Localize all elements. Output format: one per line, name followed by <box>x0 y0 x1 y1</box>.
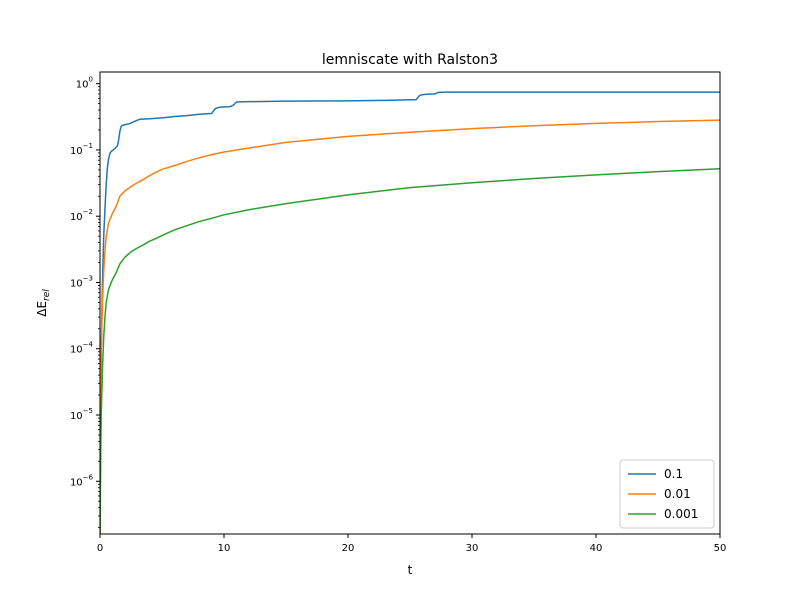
legend: 0.1 0.01 0.001 <box>619 459 715 529</box>
y-tick-label: 10−2 <box>70 208 93 223</box>
y-axis-label: ΔErel <box>35 289 52 317</box>
x-tick-label: 10 <box>218 543 231 554</box>
legend-label: 0.01 <box>664 487 691 501</box>
y-tick-label: 10−1 <box>70 142 93 157</box>
y-tick-exponent: −2 <box>83 208 93 216</box>
y-tick-base: 10 <box>70 212 83 223</box>
y-tick-base: 10 <box>70 411 83 422</box>
y-tick-label: 100 <box>76 76 93 91</box>
y-tick-base: 10 <box>70 278 83 289</box>
series-layer <box>100 91 720 534</box>
legend-label: 0.001 <box>664 507 698 521</box>
plot-frame <box>99 71 721 535</box>
y-tick-base: 10 <box>70 477 83 488</box>
legend-box <box>619 459 715 529</box>
x-axis-label: t <box>408 563 413 577</box>
y-tick-label: 10−3 <box>70 274 93 289</box>
y-axis-label-main: ΔE <box>35 301 49 317</box>
y-axis-label-sub: rel <box>42 289 52 301</box>
x-tick-label: 20 <box>342 543 355 554</box>
x-tick-label: 50 <box>714 543 727 554</box>
y-tick-exponent: −4 <box>83 341 94 349</box>
series-line-0.1 <box>100 91 720 534</box>
y-tick-exponent: −3 <box>83 274 93 282</box>
x-tick-label: 40 <box>590 543 603 554</box>
y-tick-label: 10−6 <box>70 473 94 488</box>
y-tick-label: 10−5 <box>70 407 93 422</box>
y-tick-base: 10 <box>76 80 89 91</box>
y-tick-base: 10 <box>70 146 83 157</box>
x-tick-label: 30 <box>466 543 479 554</box>
y-tick-exponent: −6 <box>83 473 94 481</box>
y-tick-label: 10−4 <box>70 341 94 356</box>
y-tick-exponent: −5 <box>83 407 93 415</box>
chart-title: lemniscate with Ralston3 <box>322 52 498 68</box>
y-tick-exponent: 0 <box>89 76 93 84</box>
y-tick-exponent: −1 <box>83 142 93 150</box>
x-tick-label: 0 <box>97 543 103 554</box>
series-line-0.001 <box>100 168 720 534</box>
x-axis-ticks: 0 10 20 30 40 50 <box>97 534 727 554</box>
series-line-0.01 <box>100 119 720 534</box>
legend-label: 0.1 <box>664 467 683 481</box>
y-tick-base: 10 <box>70 345 83 356</box>
